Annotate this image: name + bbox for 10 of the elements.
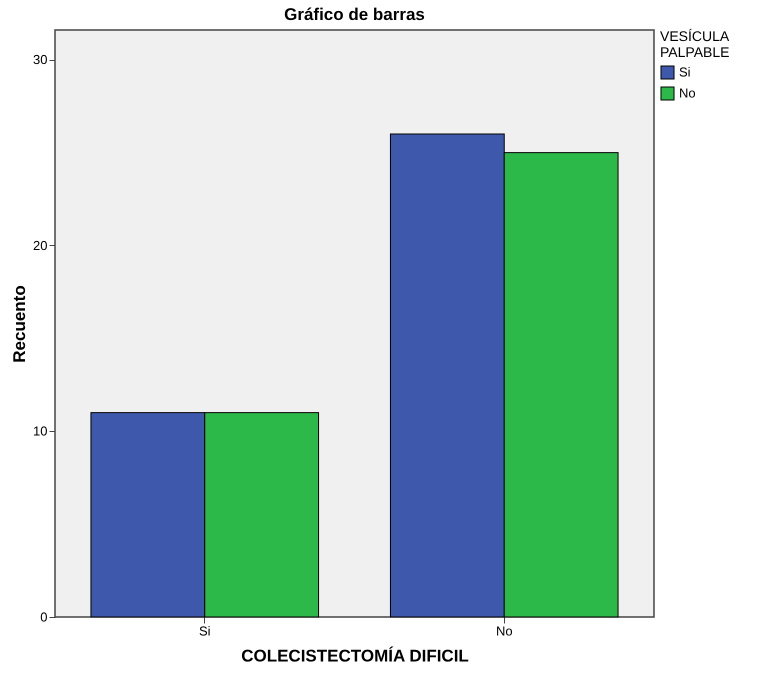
y-tick-label: 0 [40, 610, 48, 624]
legend-label: Si [679, 64, 691, 80]
chart-title: Gráfico de barras [284, 5, 425, 24]
legend-title: VESÍCULA PALPABLE [660, 28, 730, 60]
legend-label: No [679, 86, 696, 100]
y-tick-label: 30 [33, 52, 48, 68]
y-tick-label: 20 [33, 238, 48, 253]
y-tick-label: 10 [33, 424, 48, 439]
x-axis-title: COLECISTECTOMÍA DIFICIL [241, 646, 469, 666]
y-axis-title: Recuento [10, 285, 30, 363]
